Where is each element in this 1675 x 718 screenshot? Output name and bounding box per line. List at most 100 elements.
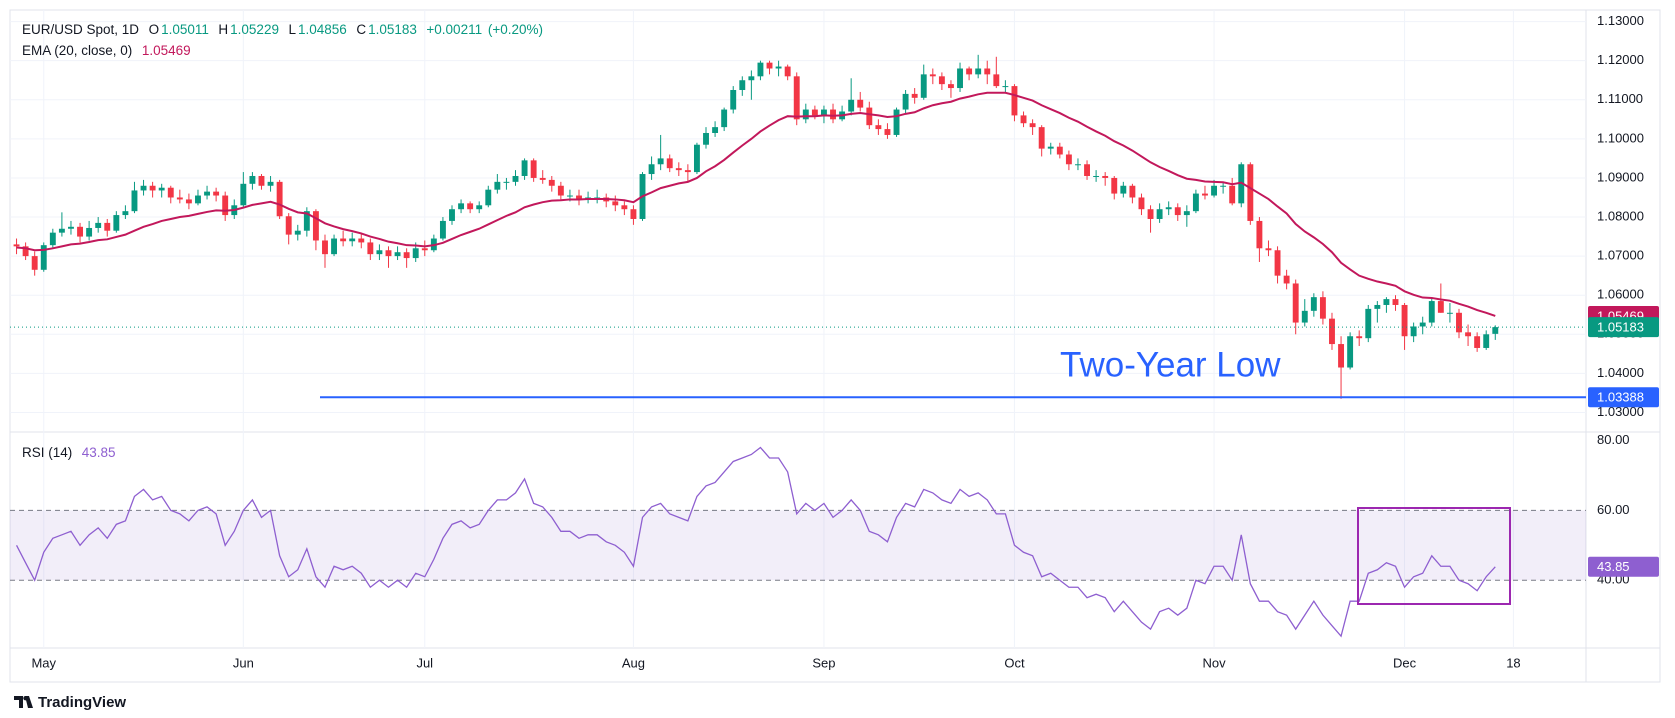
candle-body: [285, 216, 292, 235]
rsi-tick-label: 60.00: [1597, 502, 1630, 517]
candle-body: [58, 228, 65, 233]
candle-body: [775, 66, 782, 69]
candle-body: [757, 62, 764, 77]
candle-body: [49, 232, 56, 246]
candle-body: [349, 238, 356, 242]
candle-body: [621, 205, 628, 210]
candle-body: [249, 175, 256, 184]
change-percent: (+0.20%): [487, 22, 544, 37]
ohlc-label: H: [218, 22, 229, 37]
candle-body: [784, 66, 791, 77]
candle-body: [1220, 185, 1227, 187]
candle-body: [485, 189, 492, 206]
low-badge-bg: [1588, 387, 1659, 408]
candle-body: [712, 127, 719, 133]
candle-body: [521, 160, 528, 176]
candle-body: [721, 109, 728, 128]
candle-body: [1374, 304, 1381, 309]
candle-body: [1356, 336, 1363, 339]
x-tick-label: Aug: [622, 655, 645, 670]
close-badge: 1.05183: [1597, 320, 1644, 335]
candle-body: [122, 211, 129, 216]
candle-body: [149, 185, 156, 191]
ema-name: EMA (20, close, 0): [22, 43, 133, 58]
candle-body: [1347, 336, 1354, 368]
x-tick-label: Jul: [416, 655, 433, 670]
candle-body: [258, 175, 265, 186]
candle-body: [1401, 304, 1408, 337]
candle-body: [1029, 123, 1036, 128]
candle-body: [476, 205, 483, 210]
candle-body: [449, 209, 455, 221]
candle-body: [1102, 175, 1109, 178]
candle-body: [13, 244, 20, 247]
candle-body: [303, 211, 310, 231]
candle-body: [1383, 299, 1390, 305]
y-tick-label: 1.13000: [1597, 13, 1644, 28]
candle-body: [204, 191, 210, 196]
logo-dot: [23, 696, 28, 701]
candle-body: [439, 220, 446, 239]
y-tick-label: 1.04000: [1597, 365, 1644, 380]
candle-body: [848, 99, 855, 112]
highlight-box: [1357, 507, 1511, 605]
close-badge-bg: [1588, 317, 1659, 338]
candle-body: [539, 177, 546, 180]
candle-body: [830, 109, 836, 120]
x-tick-label: Oct: [1004, 655, 1025, 670]
candle-body: [1202, 193, 1208, 196]
candle-body: [240, 183, 247, 206]
ohlc-label: O: [148, 22, 160, 37]
candle-body: [1047, 146, 1054, 149]
candle-body: [1011, 86, 1018, 116]
ohlc-label: L: [288, 22, 296, 37]
y-tick-label: 1.10000: [1597, 130, 1644, 145]
candle-body: [576, 195, 582, 200]
candle-body: [739, 80, 746, 90]
candle-body: [1465, 332, 1472, 337]
y-tick-label: 1.03000: [1597, 404, 1644, 419]
candle-body: [1020, 115, 1027, 124]
candle-body: [866, 107, 873, 126]
candle-body: [503, 181, 510, 183]
candle-body: [185, 199, 192, 204]
x-tick-label: Dec: [1393, 655, 1417, 670]
open-value: 1.05011: [161, 22, 209, 37]
x-tick-label: May: [31, 655, 56, 670]
candle-body: [1084, 164, 1090, 176]
rsi-legend: RSI (14) 43.85: [22, 445, 118, 460]
y-tick-label: 1.11000: [1597, 91, 1643, 106]
change: +0.00211: [426, 22, 483, 37]
candle-body: [403, 252, 410, 259]
candle-body: [657, 158, 664, 165]
candle-body: [1474, 336, 1481, 348]
labels-layer: 1.030001.040001.050001.060001.070001.080…: [31, 13, 1659, 670]
candle-body: [1138, 197, 1145, 210]
candle-body: [693, 144, 700, 173]
candle-body: [730, 89, 737, 110]
candle-body: [630, 209, 637, 219]
candle-body: [1419, 322, 1426, 327]
low-value: 1.04856: [298, 22, 347, 37]
candle-body: [412, 248, 419, 259]
candle-body: [1192, 193, 1199, 212]
low-badge: 1.03388: [1597, 390, 1644, 405]
candle-body: [1211, 185, 1217, 196]
candle-body: [957, 68, 963, 89]
candle-body: [195, 195, 201, 204]
candle-body: [911, 93, 918, 98]
candle-body: [1310, 297, 1317, 311]
candle-body: [612, 201, 619, 206]
candle-body: [340, 238, 347, 242]
x-tick-label: Sep: [812, 655, 835, 670]
logo-icon: [14, 696, 33, 708]
candle-body: [68, 226, 74, 229]
candle-body: [684, 170, 691, 173]
candle-body: [1283, 275, 1290, 284]
candle-body: [793, 76, 800, 120]
candle-body: [548, 179, 555, 186]
candle-body: [948, 84, 954, 89]
candle-body: [966, 68, 973, 75]
candle-body: [920, 74, 927, 98]
y-tick-label: 1.08000: [1597, 208, 1644, 223]
